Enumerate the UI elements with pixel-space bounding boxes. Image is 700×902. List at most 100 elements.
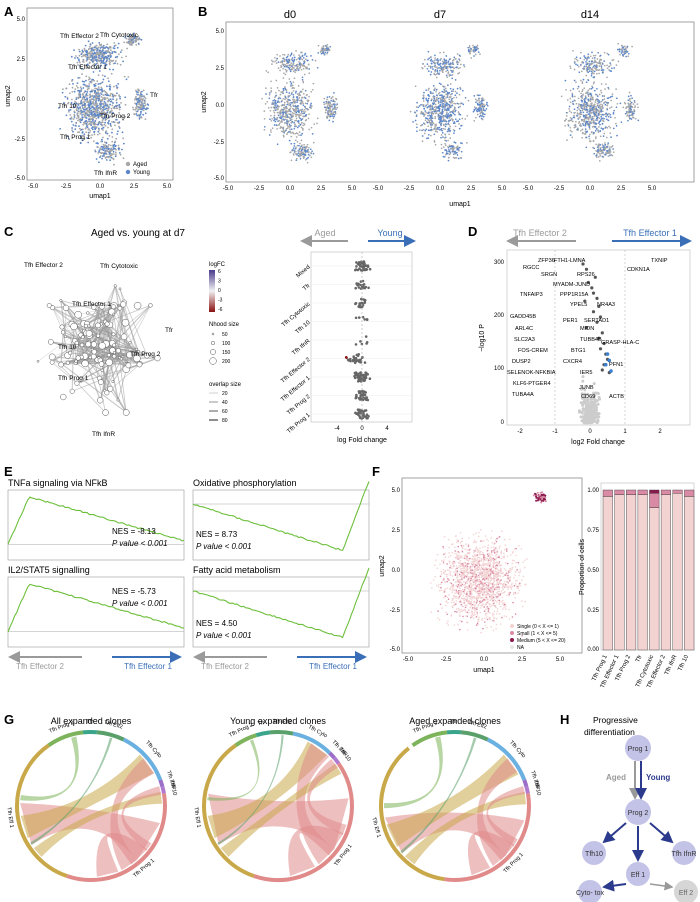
umap-point [597, 150, 599, 152]
umap-point [285, 58, 288, 61]
umap-point [305, 67, 308, 70]
umap-point [606, 145, 608, 148]
umap-point [280, 104, 283, 107]
umap-point [97, 46, 100, 49]
umap-point [571, 118, 573, 120]
umap-point [442, 100, 445, 103]
umap-point [453, 56, 456, 59]
umap-point [432, 100, 435, 102]
umap-point [440, 68, 443, 70]
umap-point [458, 93, 461, 96]
graph-node [74, 359, 78, 363]
umap-point [133, 98, 136, 101]
umap-point [98, 113, 101, 116]
umap-point [312, 82, 315, 85]
umap-point [118, 103, 121, 106]
umap-point [65, 87, 67, 90]
umap-point [88, 122, 91, 125]
umap-point [131, 44, 133, 46]
umap-point [282, 87, 285, 90]
umap-point [290, 116, 293, 118]
umap-point [564, 124, 567, 127]
umap-point [125, 55, 127, 58]
umap-point [585, 108, 587, 110]
umap-point [90, 118, 93, 121]
umap-point [293, 98, 296, 101]
umap-point [278, 122, 281, 125]
umap-point [442, 127, 445, 130]
umap-point [144, 97, 147, 100]
umap-point [583, 55, 586, 57]
umap-point [303, 108, 306, 111]
umap-point [453, 141, 456, 143]
umap-point [427, 112, 430, 115]
umap-point [434, 68, 437, 71]
umap-point [74, 124, 77, 127]
umap-point [617, 42, 620, 45]
umap-point [287, 58, 290, 61]
x-tick: 2.5 [617, 186, 626, 192]
umap-point [77, 119, 79, 122]
umap-point [112, 98, 114, 101]
umap-point [290, 62, 293, 64]
umap-point [301, 112, 304, 115]
umap-point [83, 133, 86, 136]
umap-point [144, 102, 146, 104]
umap-point [137, 35, 140, 38]
umap-point [576, 129, 579, 132]
umap-point [443, 88, 445, 91]
umap-point [302, 115, 304, 118]
umap-point [454, 58, 457, 60]
umap-point [452, 96, 455, 99]
umap-point [103, 112, 106, 114]
row-label: Tfr [302, 283, 311, 292]
umap-point [87, 118, 90, 121]
umap-point [286, 116, 289, 118]
graph-node [133, 354, 141, 363]
umap-point [104, 62, 106, 65]
graph-node [59, 324, 65, 330]
umap-point [610, 136, 612, 138]
umap-point [569, 129, 572, 132]
umap-point [294, 147, 297, 150]
graph-node [98, 379, 104, 385]
umap-point [99, 114, 102, 116]
umap-point [73, 90, 76, 93]
umap-point [433, 98, 436, 100]
umap-point [460, 102, 463, 105]
umap-point [317, 44, 320, 47]
umap-point [293, 77, 296, 80]
umap-point [421, 123, 424, 126]
umap-point [634, 105, 637, 107]
beeswarm-point [354, 286, 358, 290]
umap-point [83, 47, 86, 50]
umap-point [477, 51, 480, 53]
umap-point [284, 98, 286, 101]
umap-point [312, 152, 315, 155]
umap-point [602, 69, 605, 71]
umap-point [291, 59, 294, 62]
umap-point [106, 100, 109, 102]
umap-point [608, 65, 610, 68]
umap-point [108, 120, 110, 122]
umap-point [439, 98, 442, 101]
umap-point [450, 114, 453, 117]
legend-tick: 40 [222, 400, 228, 406]
umap-point [110, 72, 113, 75]
umap-point [103, 147, 106, 150]
graph-node [113, 284, 117, 288]
umap-point [584, 124, 587, 127]
umap-point [434, 130, 437, 133]
umap-point [435, 90, 437, 93]
umap-point [286, 100, 288, 103]
umap-point [569, 126, 572, 129]
umap-point [146, 93, 148, 95]
umap-point [79, 106, 81, 109]
umap-point [292, 70, 295, 73]
umap-point [632, 112, 635, 115]
umap-point [440, 136, 442, 139]
umap-point [333, 115, 335, 118]
umap-point [78, 48, 80, 51]
umap-point [430, 126, 432, 129]
umap-point [279, 127, 282, 129]
